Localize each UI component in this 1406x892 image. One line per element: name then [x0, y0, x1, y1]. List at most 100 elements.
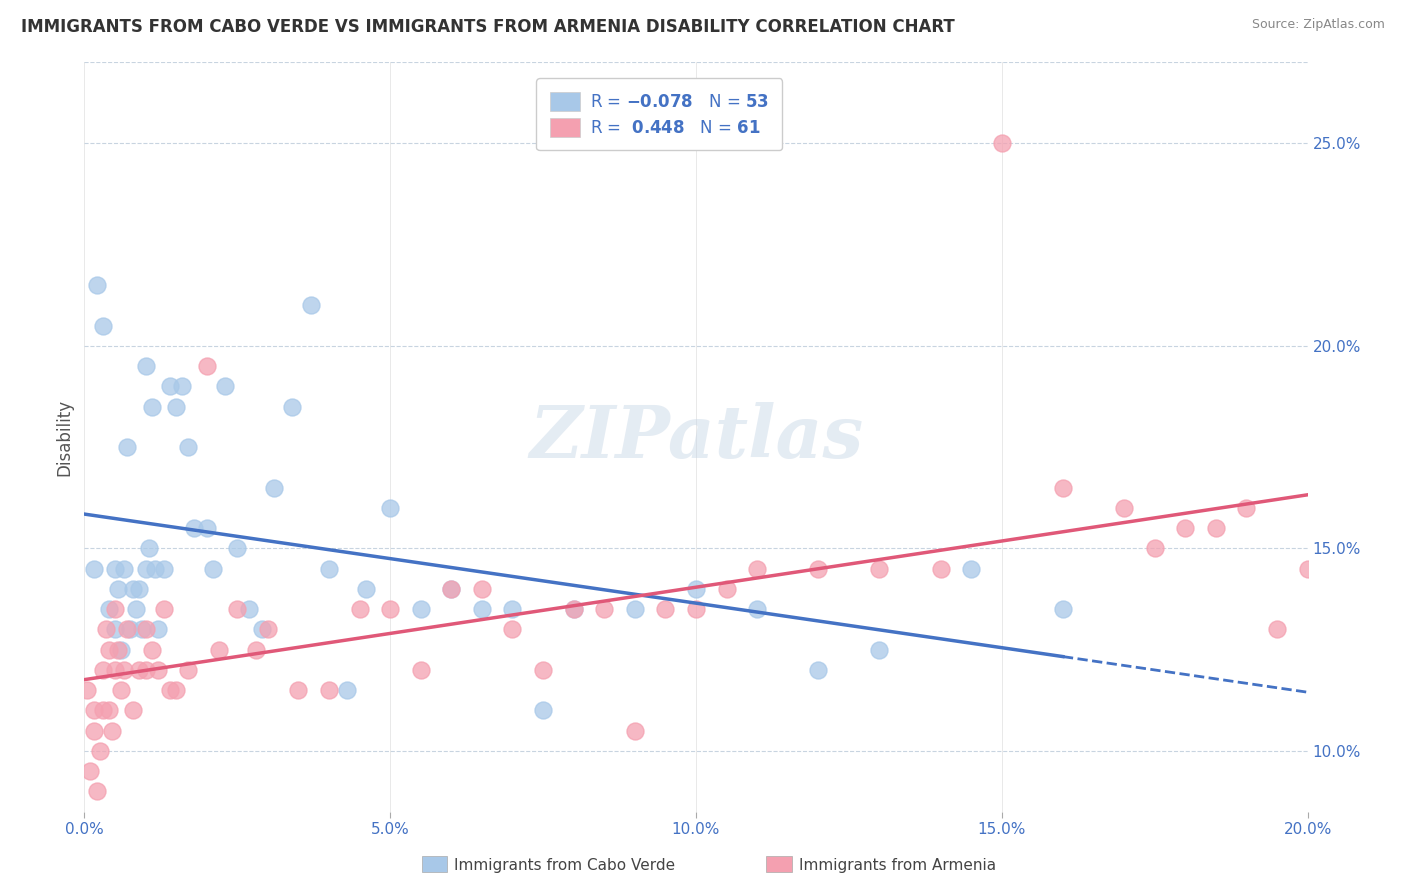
Point [624, 602, 647, 616]
Point [183, 521, 205, 535]
Point [214, 379, 236, 393]
Point [226, 541, 249, 556]
Point [299, 298, 322, 312]
Point [153, 562, 176, 576]
Point [172, 379, 194, 393]
Point [91, 663, 114, 677]
Point [654, 602, 676, 616]
Point [807, 663, 830, 677]
Point [380, 500, 402, 515]
Text: IMMIGRANTS FROM CABO VERDE VS IMMIGRANTS FROM ARMENIA DISABILITY CORRELATION CHA: IMMIGRANTS FROM CABO VERDE VS IMMIGRANTS… [21, 18, 955, 36]
Point [104, 602, 127, 616]
Point [143, 562, 166, 576]
Point [562, 602, 585, 616]
Point [94, 623, 117, 637]
Point [91, 703, 114, 717]
Point [97, 602, 120, 616]
Point [115, 623, 138, 637]
Point [245, 642, 267, 657]
Point [869, 562, 891, 576]
Point [257, 623, 280, 637]
Point [318, 562, 340, 576]
Point [807, 562, 830, 576]
Point [86, 784, 108, 798]
Point [685, 602, 707, 616]
Point [281, 400, 304, 414]
Point [159, 683, 181, 698]
Point [177, 663, 200, 677]
Text: Immigrants from Armenia: Immigrants from Armenia [799, 858, 995, 872]
Point [83, 703, 105, 717]
Point [1174, 521, 1197, 535]
Point [440, 582, 463, 596]
Text: ZIPatlas: ZIPatlas [529, 401, 863, 473]
Point [141, 642, 163, 657]
Point [104, 663, 127, 677]
Point [502, 623, 524, 637]
Point [138, 541, 160, 556]
Point [471, 602, 494, 616]
Point [141, 400, 163, 414]
Point [991, 136, 1014, 151]
Point [112, 663, 135, 677]
Point [929, 562, 952, 576]
Point [195, 521, 218, 535]
Point [409, 663, 432, 677]
Point [1114, 500, 1136, 515]
Legend: R = $\mathbf{-0.078}$   N = $\mathbf{53}$, R = $\mathbf{\ 0.448}$   N = $\mathbf: R = $\mathbf{-0.078}$ N = $\mathbf{53}$,… [536, 78, 782, 150]
Point [960, 562, 983, 576]
Point [97, 642, 120, 657]
Point [349, 602, 371, 616]
Text: Immigrants from Cabo Verde: Immigrants from Cabo Verde [454, 858, 675, 872]
Point [409, 602, 432, 616]
Point [354, 582, 377, 596]
Point [107, 642, 129, 657]
Point [1236, 500, 1258, 515]
Point [120, 623, 142, 637]
Point [79, 764, 101, 779]
Point [1296, 562, 1319, 576]
Point [1143, 541, 1166, 556]
Point [107, 582, 129, 596]
Point [146, 663, 169, 677]
Point [263, 481, 285, 495]
Y-axis label: Disability: Disability [55, 399, 73, 475]
Point [97, 703, 120, 717]
Point [201, 562, 224, 576]
Point [91, 318, 114, 333]
Point [153, 602, 176, 616]
Point [104, 562, 127, 576]
Point [86, 278, 108, 293]
Point [83, 723, 105, 738]
Point [593, 602, 616, 616]
Point [208, 642, 231, 657]
Point [146, 623, 169, 637]
Point [716, 582, 738, 596]
Point [226, 602, 249, 616]
Point [531, 703, 554, 717]
Point [562, 602, 585, 616]
Point [135, 663, 157, 677]
Point [531, 663, 554, 677]
Point [1052, 481, 1074, 495]
Point [685, 582, 707, 596]
Point [440, 582, 463, 596]
Point [747, 562, 769, 576]
Point [287, 683, 309, 698]
Point [1205, 521, 1227, 535]
Point [122, 703, 145, 717]
Point [101, 723, 124, 738]
Point [83, 562, 105, 576]
Point [89, 744, 111, 758]
Point [624, 723, 647, 738]
Point [112, 562, 135, 576]
Point [250, 623, 273, 637]
Point [336, 683, 359, 698]
Point [238, 602, 260, 616]
Point [110, 642, 132, 657]
Point [471, 582, 494, 596]
Point [1052, 602, 1074, 616]
Point [128, 582, 150, 596]
Point [165, 683, 187, 698]
Point [125, 602, 148, 616]
